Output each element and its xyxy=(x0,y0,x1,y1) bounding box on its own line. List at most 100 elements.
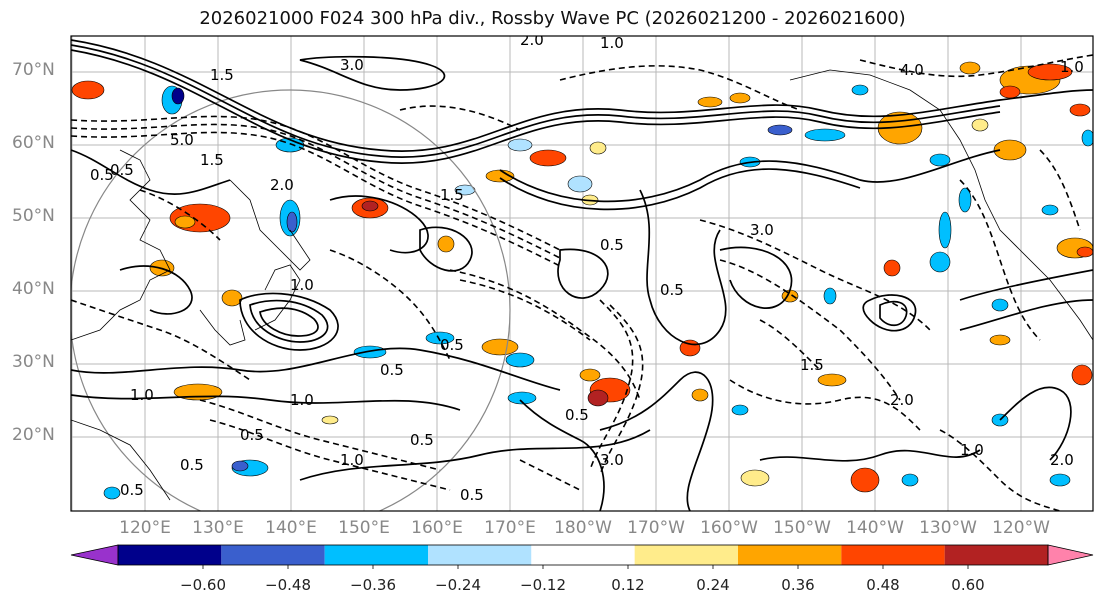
divergence-patch xyxy=(1041,204,1059,216)
contour-label: 2.0 xyxy=(1050,451,1074,469)
divergence-patch xyxy=(691,388,709,402)
contour-label: 0.5 xyxy=(110,161,134,179)
divergence-patch xyxy=(850,467,880,493)
divergence-patch xyxy=(901,473,919,487)
contour-positive xyxy=(239,292,339,351)
divergence-patch xyxy=(823,287,837,305)
lon-label: 170°W xyxy=(627,518,685,538)
rossby-wave-circle xyxy=(71,89,511,511)
contour-negative xyxy=(1039,149,1081,231)
coastline xyxy=(254,264,301,331)
contour-negative xyxy=(519,459,581,491)
divergence-patch xyxy=(174,215,196,229)
divergence-patch xyxy=(507,391,537,405)
contour-positive xyxy=(71,149,231,195)
contour-positive xyxy=(639,189,727,346)
contour-negative xyxy=(939,429,1061,511)
coastline xyxy=(199,309,246,346)
divergence-patch xyxy=(971,118,989,132)
contour-label: 1.0 xyxy=(290,391,314,409)
divergence-patch xyxy=(958,187,972,213)
lat-label: 40°N xyxy=(12,279,55,299)
contour-positive xyxy=(499,168,861,211)
lon-label: 150°W xyxy=(773,518,831,538)
divergence-patch xyxy=(505,352,535,368)
contour-positive xyxy=(959,269,1093,301)
contour-negative xyxy=(559,65,801,111)
contour-negative xyxy=(399,105,521,131)
lon-label: 150°E xyxy=(338,518,390,538)
contour-label: 0.5 xyxy=(660,281,684,299)
contour-label: 1.5 xyxy=(440,186,464,204)
colorbar-segment xyxy=(221,545,325,565)
contour-negative xyxy=(71,131,561,267)
colorbar-tick-label: 0.24 xyxy=(696,576,730,594)
divergence-patch xyxy=(1071,364,1093,386)
colorbar-tick-label: 0.60 xyxy=(951,576,985,594)
contour-positive xyxy=(119,265,193,315)
contour-positive xyxy=(999,386,1072,461)
colorbar-tick-label: 0.48 xyxy=(866,576,900,594)
contour-positive xyxy=(719,246,793,309)
colorbar-segment xyxy=(738,545,842,565)
divergence-patch xyxy=(991,298,1009,312)
contour-label: 2.0 xyxy=(890,391,914,409)
divergence-patch xyxy=(817,373,847,387)
contour-negative xyxy=(209,419,451,491)
colorbar-segment xyxy=(531,545,635,565)
contour-label: 0.5 xyxy=(565,406,589,424)
contour-label: 0.5 xyxy=(380,361,404,379)
lat-label: 70°N xyxy=(12,60,55,80)
contour-positive xyxy=(879,300,908,327)
divergence-patch xyxy=(221,289,243,307)
divergence-patch xyxy=(231,460,249,472)
contour-label: 0.5 xyxy=(410,431,434,449)
contour-label: 1.0 xyxy=(600,34,624,52)
divergence-patch xyxy=(587,389,609,407)
contour-negative xyxy=(719,259,901,401)
colorbar-segment xyxy=(634,545,738,565)
contour-positive xyxy=(299,55,446,91)
contour-negative xyxy=(71,115,561,251)
contour-label: 0.5 xyxy=(240,426,264,444)
divergence-patch xyxy=(804,128,846,142)
contour-negative xyxy=(599,304,644,476)
lon-label: 130°W xyxy=(919,518,977,538)
lon-label: 120°E xyxy=(119,518,171,538)
contour-negative xyxy=(71,123,561,259)
divergence-patch xyxy=(999,85,1021,99)
divergence-patch xyxy=(425,331,455,345)
divergence-patch xyxy=(103,486,121,500)
contour-label: 1.0 xyxy=(290,276,314,294)
colorbar-segment xyxy=(324,545,428,565)
contour-label: 1.5 xyxy=(800,356,824,374)
coastlines xyxy=(71,69,1093,501)
divergence-patch xyxy=(729,92,751,104)
contour-positive xyxy=(959,299,1093,331)
contour-positive xyxy=(249,299,329,343)
divergence-patch xyxy=(929,251,951,273)
contour-negative xyxy=(71,299,251,381)
contour-positive xyxy=(519,399,605,511)
divergence-patch xyxy=(938,211,952,249)
contour-label: 0.5 xyxy=(460,486,484,504)
lon-label: 180°W xyxy=(554,518,612,538)
contour-label: 5.0 xyxy=(170,131,194,149)
contour-negative xyxy=(729,379,921,431)
colorbar-tick-label: −0.48 xyxy=(265,576,311,594)
contour-negative xyxy=(459,279,591,341)
colorbar-tick-label: −0.60 xyxy=(180,576,226,594)
lon-label: 140°E xyxy=(265,518,317,538)
contour-negative xyxy=(959,179,1041,341)
divergence-patch xyxy=(1027,63,1073,81)
divergence-patch xyxy=(286,211,298,233)
contour-label: 0.5 xyxy=(600,236,624,254)
colorbar-tick-label: 0.12 xyxy=(611,576,645,594)
contour-negative xyxy=(699,219,931,331)
divergence-shading xyxy=(71,61,1093,500)
divergence-patch xyxy=(353,345,387,359)
map-plot-area: 1.0 1.5 0.5 3.0 2.0 4.0 5.0 1.0 0.5 3.0 1.5 0.5 2.0 1… xyxy=(71,34,1093,511)
divergence-patch xyxy=(1069,103,1091,117)
divergence-patch xyxy=(767,124,793,136)
divergence-patch xyxy=(697,96,723,108)
